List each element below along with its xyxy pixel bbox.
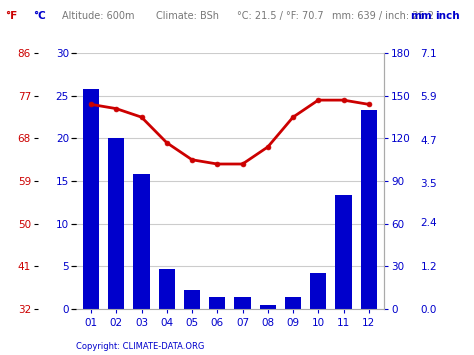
- Bar: [260, 305, 276, 309]
- Text: mm: 639 / inch: 25.2: mm: 639 / inch: 25.2: [332, 11, 434, 21]
- Text: Climate: BSh: Climate: BSh: [156, 11, 219, 21]
- Bar: [234, 297, 251, 309]
- Bar: [158, 269, 175, 309]
- Text: mm: mm: [410, 11, 432, 21]
- Bar: [310, 273, 327, 309]
- Bar: [209, 297, 226, 309]
- Bar: [83, 89, 99, 309]
- Bar: [335, 195, 352, 309]
- Text: °C: °C: [33, 11, 46, 21]
- Bar: [285, 297, 301, 309]
- Text: °F: °F: [5, 11, 17, 21]
- Bar: [184, 290, 200, 309]
- Bar: [108, 138, 125, 309]
- Bar: [361, 110, 377, 309]
- Text: Altitude: 600m: Altitude: 600m: [62, 11, 134, 21]
- Bar: [133, 174, 150, 309]
- Text: °C: 21.5 / °F: 70.7: °C: 21.5 / °F: 70.7: [237, 11, 324, 21]
- Text: Copyright: CLIMATE-DATA.ORG: Copyright: CLIMATE-DATA.ORG: [76, 343, 204, 351]
- Text: inch: inch: [435, 11, 460, 21]
